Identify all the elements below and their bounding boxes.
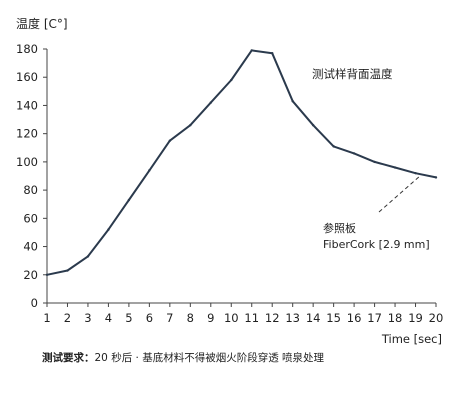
data-point (291, 100, 294, 103)
x-tick-label: 15 (326, 311, 341, 325)
x-tick-label: 19 (408, 311, 423, 325)
data-point (414, 171, 417, 175)
y-tick-label: 20 (23, 268, 38, 282)
x-tick-label: 3 (84, 311, 91, 325)
y-tick-label: 0 (31, 296, 38, 310)
data-point (209, 101, 212, 104)
data-point (45, 273, 49, 276)
data-point (189, 124, 192, 127)
x-tick-label: 4 (105, 311, 112, 325)
series-annotation: 测试样背面温度 (312, 67, 393, 81)
data-point (271, 52, 274, 55)
y-tick-label: 120 (16, 127, 38, 141)
y-tick-label: 180 (16, 42, 38, 56)
data-point (332, 145, 335, 148)
data-point (352, 152, 356, 155)
caption-label: 测试要求： (42, 352, 95, 364)
y-ticks: 0 20 40 60 80 100 120 140 160 180 (16, 42, 47, 310)
y-tick-label: 40 (23, 240, 38, 254)
data-points (45, 49, 438, 276)
data-point (373, 160, 376, 164)
reference-pointer-line (378, 175, 421, 213)
y-tick-label: 140 (16, 98, 38, 112)
data-point (86, 255, 90, 258)
x-tick-label: 11 (244, 311, 259, 325)
x-tick-label: 1 (43, 311, 50, 325)
x-tick-label: 5 (125, 311, 132, 325)
data-point (66, 269, 69, 272)
x-tick-label: 17 (367, 311, 382, 325)
caption-text: 20 秒后 · 基底材料不得被烟火阶段穿透 喷泉处理 (94, 352, 325, 364)
data-point (127, 198, 131, 202)
y-tick-label: 160 (16, 70, 38, 84)
x-tick-label: 8 (187, 311, 194, 325)
x-tick-label: 2 (64, 311, 71, 325)
data-point (250, 49, 253, 52)
x-tick-label: 14 (306, 311, 321, 325)
x-tick-label: 6 (146, 311, 153, 325)
reference-annotation-line1: 参照板 (323, 221, 356, 235)
x-tick-label: 13 (285, 311, 300, 325)
y-tick-label: 100 (16, 155, 38, 169)
data-point (311, 124, 315, 127)
x-tick-label: 7 (166, 311, 173, 325)
data-point (393, 166, 397, 169)
xaxis-title: Time [sec] (381, 332, 442, 346)
x-tick-label: 16 (347, 311, 362, 325)
y-tick-label: 60 (23, 211, 38, 225)
series-line-backside-temperature (46, 49, 437, 276)
x-tick-label: 20 (429, 311, 444, 325)
reference-annotation-line2: FiberCork [2.9 mm] (323, 238, 430, 251)
x-tick-label: 18 (388, 311, 403, 325)
data-point (230, 78, 233, 82)
x-tick-label: 9 (207, 311, 214, 325)
y-tick-label: 80 (23, 183, 38, 197)
test-requirement-caption: 测试要求：20 秒后 · 基底材料不得被烟火阶段穿透 喷泉处理 (42, 350, 324, 365)
data-point (168, 139, 172, 142)
x-tick-label: 10 (224, 311, 239, 325)
y-axis-label: 温度 [C°] (16, 16, 68, 31)
x-tick-label: 12 (265, 311, 280, 325)
x-ticks: 1 2 3 4 5 6 7 8 9 10 11 12 13 14 15 16 17 18 19 20 (43, 303, 443, 325)
data-point (434, 176, 438, 179)
data-point (107, 228, 110, 231)
data-point (148, 169, 151, 172)
